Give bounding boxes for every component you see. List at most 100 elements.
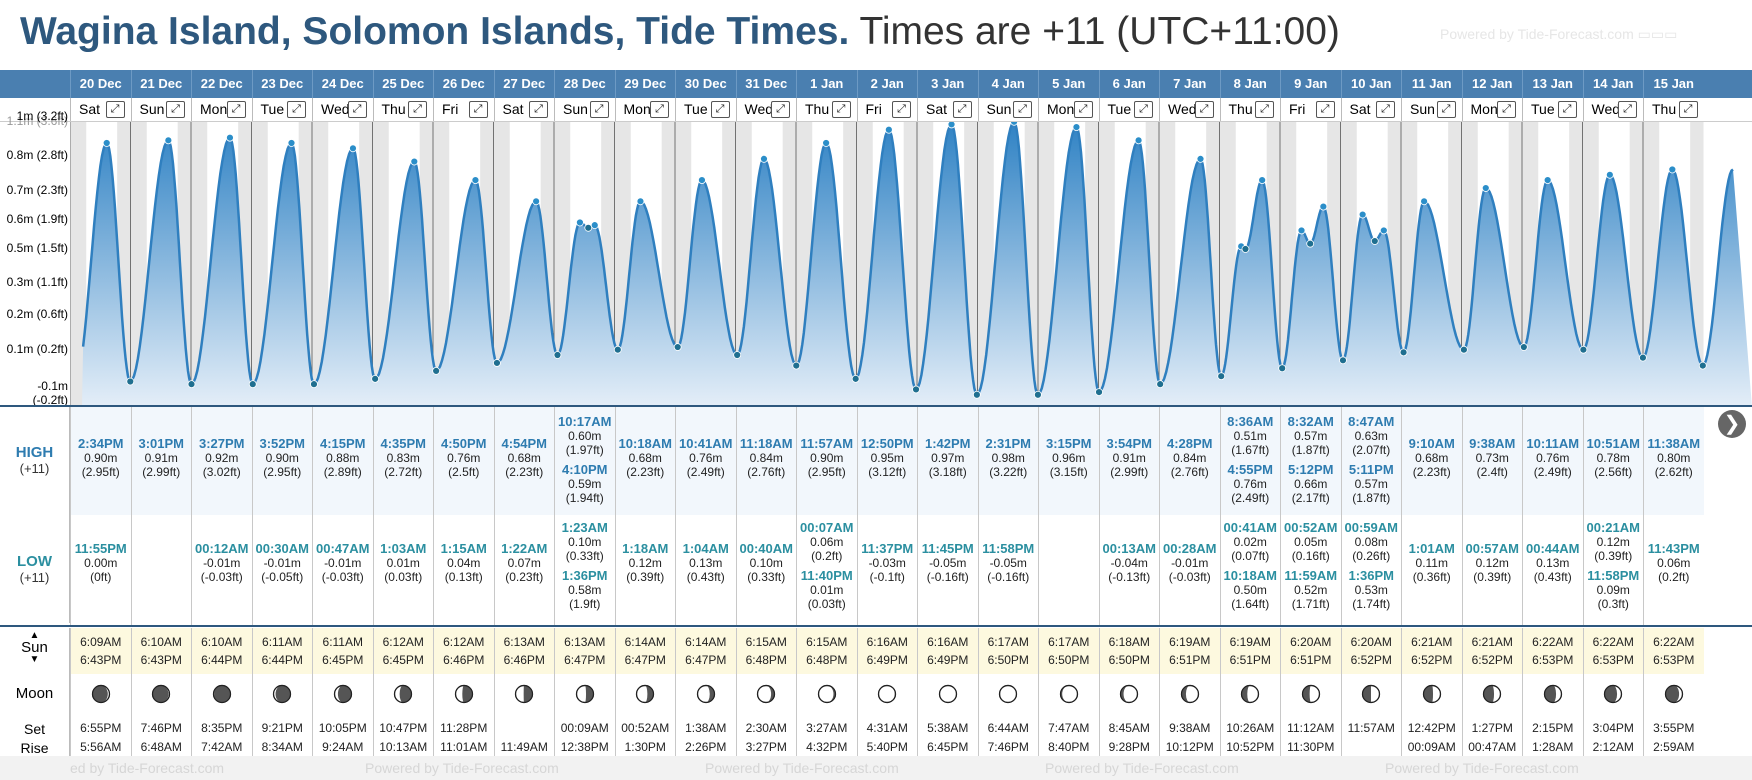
expand-day-icon[interactable]: ⤢ (1013, 101, 1032, 118)
moon-set-time: 12:42PM (1407, 721, 1456, 735)
moon-rise-time: 9:24AM (322, 740, 364, 754)
tide-height-ft: (1.67ft) (1231, 443, 1270, 457)
expand-day-icon[interactable]: ⤢ (468, 101, 488, 118)
high-label: HIGH (15, 444, 54, 461)
expand-day-icon[interactable]: ⤢ (710, 101, 730, 118)
expand-day-icon[interactable]: ⤢ (287, 101, 306, 118)
high-tide-point (410, 157, 419, 166)
sunrise-time: 6:12AM (443, 635, 485, 649)
moon-phase-icon (817, 684, 836, 704)
expand-day-icon[interactable]: ⤢ (347, 101, 367, 118)
expand-day-icon[interactable]: ⤢ (771, 101, 790, 118)
tide-time: 1:36PM (561, 568, 608, 583)
weekday-label: Mon (1470, 101, 1498, 117)
tide-entry: 00:41AM 0.02m (0.07ft) (1221, 521, 1281, 564)
expand-day-icon[interactable]: ⤢ (1436, 101, 1456, 118)
moon-phase-icon (333, 684, 352, 704)
high-tide-point (1605, 170, 1614, 179)
expand-day-icon[interactable]: ⤢ (1255, 101, 1274, 118)
moon-rise-time: 00:09AM (1407, 740, 1456, 754)
sunrise-time: 6:22AM (1592, 635, 1634, 649)
expand-day-icon[interactable]: ⤢ (226, 101, 246, 118)
expand-day-icon[interactable]: ⤢ (1678, 101, 1698, 118)
moon-set-time: 4:31AM (866, 721, 908, 735)
high-tide-point (1196, 155, 1205, 163)
powered-by-text: Powered by Tide-Forecast.com (705, 760, 899, 776)
low-tide-point (1306, 239, 1315, 248)
expand-day-icon[interactable]: ⤢ (408, 101, 427, 118)
sunset-time: 6:43PM (80, 653, 122, 667)
tide-entry: 00:52AM 0.05m (0.16ft) (1281, 521, 1341, 564)
expand-day-icon[interactable]: ⤢ (1618, 101, 1637, 118)
moon-set-rise-cell: 00:52AM 1:30PM (614, 714, 675, 762)
low-tide-cell: 00:41AM 0.02m (0.07ft) 10:18AM 0.50m (1.64ft) (1219, 515, 1281, 625)
tide-height-m: 0.76m (689, 451, 723, 465)
tide-time: 00:40AM (739, 541, 793, 556)
moon-cell (433, 674, 494, 714)
expand-day-icon[interactable]: ⤢ (1315, 101, 1335, 118)
expand-day-icon[interactable]: ⤢ (892, 101, 911, 118)
tide-height-m: -0.01m (203, 556, 241, 570)
next-page-button[interactable]: ❯ (1718, 410, 1746, 438)
expand-day-icon[interactable]: ⤢ (166, 101, 185, 118)
tide-time: 10:41AM (679, 436, 733, 451)
expand-day-icon[interactable]: ⤢ (650, 101, 669, 118)
tide-time: 8:36AM (1227, 414, 1274, 429)
tide-height-ft: (0.03ft) (384, 570, 423, 584)
tide-time: 00:30AM (255, 541, 309, 556)
tide-height-ft: (1.87ft) (1291, 443, 1330, 457)
expand-day-icon[interactable]: ⤢ (1134, 101, 1153, 118)
expand-day-icon[interactable]: ⤢ (952, 101, 972, 118)
tide-height-ft: (3.12ft) (868, 465, 907, 479)
moon-set-rise-cell: 11:12AM 11:30PM (1280, 714, 1341, 762)
moon-phase-icon (1543, 684, 1562, 704)
tide-entry: 10:51AM 0.78m (2.56ft) (1584, 437, 1644, 480)
weekday-label: Mon (623, 101, 651, 117)
low-tide-cell: 00:59AM 0.08m (0.26ft) 1:36PM 0.53m (1.74ft) (1340, 515, 1401, 625)
chart-bottom-divider (0, 405, 1752, 407)
tide-entry: 10:18AM 0.50m (1.64ft) (1221, 569, 1281, 612)
sun-cell: 6:21AM 6:52PM (1401, 628, 1462, 674)
high-tide-point (1668, 165, 1677, 174)
low-tide-point (1459, 345, 1468, 354)
moon-phase-icon (999, 684, 1018, 704)
weekday-label: Tue (260, 101, 285, 117)
sunrise-time: 6:13AM (564, 635, 606, 649)
expand-day-icon[interactable]: ⤢ (1073, 101, 1093, 118)
sun-cell: 6:20AM 6:52PM (1340, 628, 1401, 674)
low-tide-row-header: LOW (+11) (0, 515, 70, 623)
weekday-label: Wed (744, 101, 774, 117)
tide-height-ft: (2.95ft) (263, 465, 302, 479)
weekday-cell: Sun ⤢ (1401, 98, 1462, 121)
low-tide-cell: 1:23AM 0.10m (0.33ft) 1:36PM 0.58m (1.9ft) (554, 515, 615, 625)
weekday-cell: Sat ⤢ (70, 98, 131, 121)
moon-set-time: 3:27AM (806, 721, 848, 735)
y-axis-label: 0.8m (2.8ft) (6, 148, 68, 163)
expand-day-icon[interactable]: ⤢ (1376, 101, 1395, 118)
tide-entry: 5:12PM 0.66m (2.17ft) (1281, 463, 1341, 506)
expand-day-icon[interactable]: ⤢ (1194, 101, 1214, 118)
tide-height-m: 0.51m (1233, 429, 1267, 443)
low-tide-cell: 1:18AM 0.12m (0.39ft) (614, 515, 675, 625)
weekday-cell: Fri ⤢ (1280, 98, 1341, 121)
expand-day-icon[interactable]: ⤢ (831, 101, 851, 118)
tide-time: 1:36PM (1348, 568, 1395, 583)
tide-time: 1:22AM (501, 541, 548, 556)
moon-set-rise-row-header: Set Rise (0, 714, 70, 762)
expand-day-icon[interactable]: ⤢ (589, 101, 609, 118)
tide-height-m: 0.90m (265, 451, 299, 465)
expand-day-icon[interactable]: ⤢ (1557, 101, 1577, 118)
expand-day-icon[interactable]: ⤢ (1497, 101, 1516, 118)
tide-height-ft: (2.07ft) (1352, 443, 1391, 457)
moon-rise-time: 9:28PM (1108, 740, 1150, 754)
moon-phase-icon (515, 684, 534, 704)
weekday-label: Tue (1531, 101, 1555, 117)
tide-time: 11:43PM (1647, 541, 1700, 556)
high-tide-cell: 12:50PM 0.95m (3.12ft) (856, 407, 917, 515)
expand-day-icon[interactable]: ⤢ (105, 101, 125, 118)
sun-cell: 6:18AM 6:50PM (1098, 628, 1159, 674)
expand-day-icon[interactable]: ⤢ (529, 101, 548, 118)
y-axis-label: -0.1m (-0.2ft) (32, 378, 68, 407)
tide-entry: 4:55PM 0.76m (2.49ft) (1221, 463, 1281, 506)
moon-set-rise-cell: 10:05PM 9:24AM (312, 714, 373, 762)
